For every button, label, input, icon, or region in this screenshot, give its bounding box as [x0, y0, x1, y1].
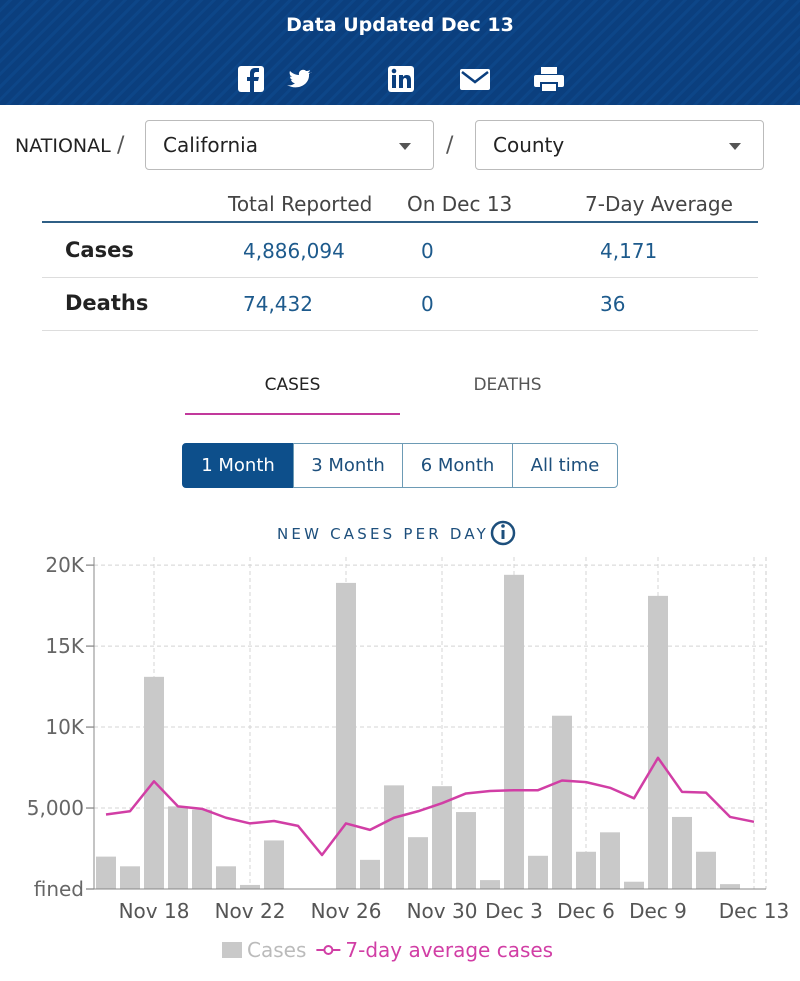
linkedin-icon[interactable] — [388, 66, 414, 92]
y-tick-label: 20K — [45, 553, 84, 577]
bar — [216, 866, 236, 889]
x-tick-label: Nov 18 — [119, 899, 190, 923]
cell: 74,432 — [243, 292, 313, 316]
bar — [432, 786, 452, 889]
cell: 36 — [600, 292, 626, 316]
y-tick-label: 10K — [45, 715, 84, 739]
y-tick-label: 15K — [45, 634, 84, 658]
x-tick-label: Dec 13 — [719, 899, 790, 923]
bar — [528, 855, 548, 889]
x-tick-label: Nov 26 — [311, 899, 382, 923]
bar — [264, 840, 284, 889]
legend-swatch — [222, 942, 242, 958]
column-header: 7-Day Average — [585, 192, 733, 216]
bar — [384, 785, 404, 889]
row-label: Deaths — [65, 291, 149, 315]
facebook-icon[interactable] — [238, 66, 264, 92]
state-dropdown[interactable]: California — [145, 120, 434, 170]
table-rule — [42, 221, 758, 223]
bar — [720, 884, 740, 889]
cell: 4,886,094 — [243, 239, 345, 263]
range-button[interactable]: All time — [512, 443, 618, 488]
breadcrumb-separator: / — [446, 133, 454, 158]
bar — [96, 856, 116, 889]
cell: 4,171 — [600, 239, 658, 263]
bar — [696, 851, 716, 889]
row-label: Cases — [65, 238, 134, 262]
tab-deaths[interactable]: DEATHS — [473, 375, 542, 395]
x-tick-label: Nov 30 — [407, 899, 478, 923]
bar — [552, 715, 572, 889]
twitter-icon[interactable] — [287, 69, 312, 88]
legend-swatch — [323, 945, 334, 955]
bar — [456, 812, 476, 889]
x-tick-label: Dec 9 — [629, 899, 687, 923]
legend-label: 7-day average cases — [345, 938, 553, 962]
print-icon[interactable] — [534, 67, 564, 93]
x-tick-label: Dec 6 — [557, 899, 615, 923]
cell: 0 — [421, 239, 434, 263]
bar — [360, 859, 380, 889]
bar — [120, 866, 140, 889]
info-icon[interactable] — [490, 520, 516, 546]
bar — [336, 582, 356, 889]
bar — [240, 884, 260, 889]
tab-cases[interactable]: CASES — [264, 375, 321, 395]
y-tick-label: fined — [34, 877, 84, 901]
header-title: Data Updated Dec 13 — [286, 14, 514, 36]
breadcrumb-root[interactable]: NATIONAL — [15, 135, 111, 157]
bar — [408, 837, 428, 889]
share-icons — [238, 66, 564, 93]
legend-label: Cases — [247, 938, 306, 962]
tab-underline — [185, 413, 400, 415]
bar — [504, 574, 524, 889]
cell: 0 — [421, 292, 434, 316]
x-tick-label: Dec 3 — [485, 899, 543, 923]
county-dropdown[interactable]: County — [475, 120, 764, 170]
bar — [648, 595, 668, 889]
chart-title: NEW CASES PER DAY — [277, 525, 489, 543]
row-rule — [42, 277, 758, 278]
x-tick-label: Nov 22 — [215, 899, 286, 923]
email-icon[interactable] — [460, 69, 490, 90]
bar — [480, 880, 500, 889]
bar — [600, 832, 620, 889]
row-rule — [42, 330, 758, 331]
breadcrumb-separator: / — [117, 133, 125, 158]
column-header: On Dec 13 — [407, 192, 513, 216]
y-tick-label: 5,000 — [27, 796, 84, 820]
bar — [576, 851, 596, 889]
bar — [624, 881, 644, 889]
column-header: Total Reported — [228, 192, 373, 216]
bar — [168, 806, 188, 889]
bar — [672, 816, 692, 889]
average-line — [105, 756, 755, 857]
bar — [192, 809, 212, 889]
